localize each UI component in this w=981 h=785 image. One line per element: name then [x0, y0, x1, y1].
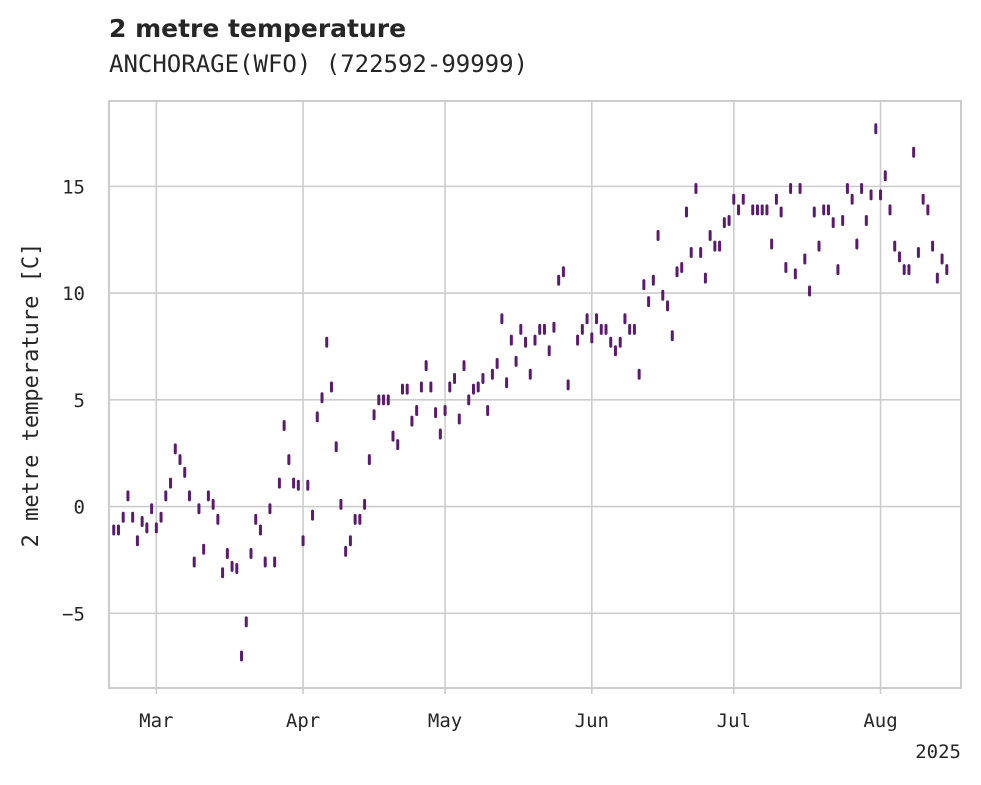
chart-subtitle: ANCHORAGE(WFO) (722592-99999)	[109, 50, 529, 78]
x-tick-label: Jun	[575, 710, 609, 732]
y-tick-label: 5	[74, 390, 85, 412]
y-tick-label: −5	[62, 603, 85, 625]
x-offset-label: 2025	[915, 741, 961, 763]
y-tick-label: 0	[74, 497, 85, 519]
y-tick-label: 15	[62, 176, 85, 198]
x-tick-label: Mar	[139, 710, 173, 732]
plot-frame	[108, 100, 962, 689]
chart-title: 2 metre temperature	[109, 14, 407, 43]
y-axis-label: 2 metre temperature [C]	[19, 243, 44, 548]
x-tick-label: Jul	[717, 710, 751, 732]
x-tick-label: Aug	[863, 710, 897, 732]
x-tick-label: Apr	[286, 710, 320, 732]
y-tick-label: 10	[62, 283, 85, 305]
x-tick-label: May	[428, 710, 462, 732]
